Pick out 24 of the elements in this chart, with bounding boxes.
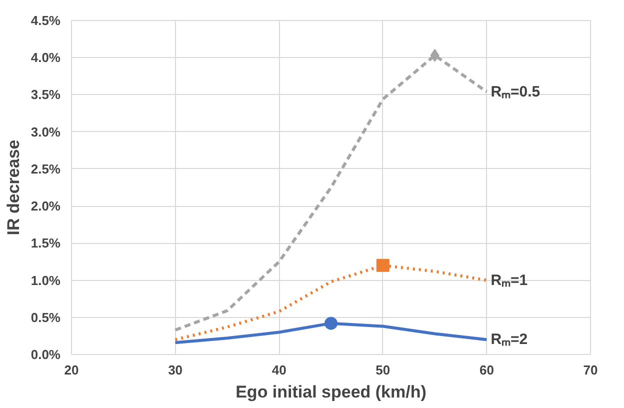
point [376,258,390,272]
y-tick-label: 1.0% [30,272,61,288]
y-tick-label: 1.5% [30,236,61,251]
x-tick-label: 40 [272,362,286,378]
y-tick-label: 0.5% [30,310,61,325]
point [324,316,338,330]
y-axis-title: IR decrease [4,140,23,236]
x-tick-label: 70 [583,362,598,378]
y-tick-label: 4.0% [30,50,61,66]
series-label: Rₘ=0.5 [490,83,540,100]
x-tick-label: 60 [479,362,494,378]
y-tick-label: 3.5% [30,87,61,102]
x-tick-label: 50 [376,362,390,378]
x-tick-label: 30 [168,362,183,378]
y-tick-label: 2.0% [30,198,61,214]
y-tick-label: 3.0% [30,124,61,140]
y-tick-label: 0.0% [30,347,61,362]
point [430,48,440,62]
y-tick-label: 2.5% [30,161,61,176]
series-label: Rₘ=1 [490,272,528,289]
x-axis-title: Ego initial speed (km/h) [236,382,426,402]
series-label: Rₘ=2 [490,331,528,348]
x-tick-label: 20 [64,362,79,378]
y-tick-label: 4.5% [30,13,61,28]
